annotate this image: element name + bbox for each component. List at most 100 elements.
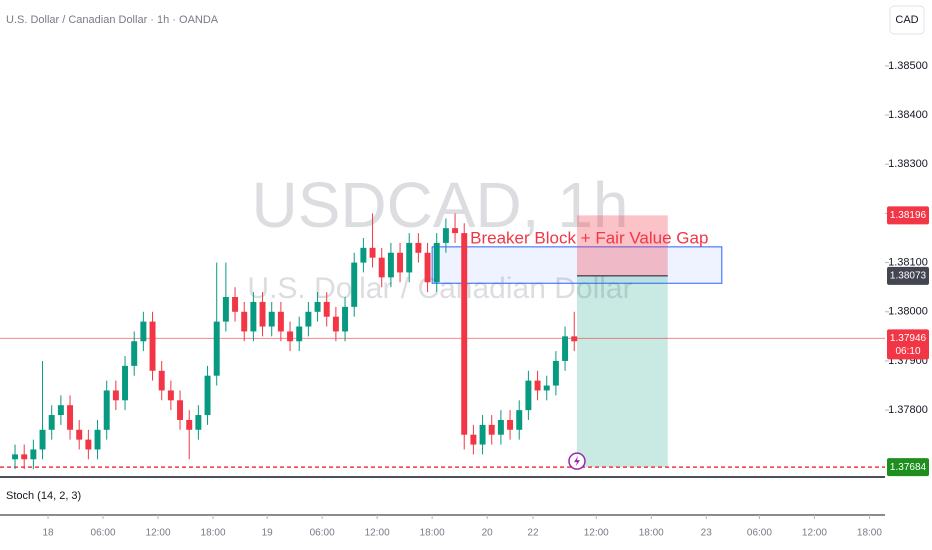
candle-body [342, 306, 349, 332]
y-tick-label: 1.38500 [888, 60, 928, 72]
x-tick-label: 12:00 [146, 528, 171, 539]
candle-body [415, 242, 422, 253]
symbol-header: U.S. Dollar / Canadian Dollar · 1h · OAN… [6, 14, 219, 26]
candle-body [112, 390, 119, 401]
candle-body [57, 405, 64, 416]
x-tick-label: 18:00 [420, 528, 445, 539]
candle-body [103, 390, 110, 430]
candle-body [12, 454, 19, 460]
candle-body [332, 316, 339, 332]
candle-body [442, 228, 449, 243]
candle-body [516, 410, 523, 430]
x-tick-label: 18 [42, 528, 54, 539]
y-tick-label: 1.37800 [888, 404, 928, 416]
y-tick-label: 1.38300 [888, 158, 928, 170]
candle-body [470, 434, 477, 445]
candle-body [562, 336, 569, 361]
alert-icon-bolt [573, 456, 580, 467]
candle-body [222, 297, 229, 322]
y-tick-label: 1.38000 [888, 306, 928, 318]
watermark-subtitle: U.S. Dollar / Canadian Dollar [247, 272, 632, 305]
candle-body [351, 262, 358, 307]
candle-body [397, 252, 404, 273]
candle-body [488, 424, 495, 435]
x-tick-label: 23 [701, 528, 713, 539]
price-label-bg [887, 458, 929, 477]
candle-body [167, 390, 174, 401]
x-tick-label: 12:00 [802, 528, 827, 539]
candle-body [406, 242, 413, 273]
candle-body [39, 429, 46, 450]
candle-body [571, 336, 578, 342]
price-label-bg [887, 266, 929, 285]
candle-body [277, 311, 284, 332]
candle-body [296, 326, 303, 342]
x-tick-label: 12:00 [365, 528, 390, 539]
candle-body [479, 424, 486, 445]
target-zone [576, 275, 668, 468]
price-label: 1.37684 [890, 462, 927, 473]
x-tick-label: 20 [482, 528, 494, 539]
candle-body [149, 321, 156, 371]
candle-body [48, 415, 55, 430]
candle-body [232, 297, 239, 312]
candle-body [186, 419, 193, 430]
candle-body [378, 257, 385, 278]
candle-body [314, 301, 321, 312]
candle-body [21, 454, 28, 460]
candle-body [76, 429, 83, 440]
price-label: 1.38073 [890, 271, 927, 282]
x-tick-label: 22 [527, 528, 539, 539]
y-tick-label: 1.38100 [888, 257, 928, 269]
zone [431, 246, 723, 284]
candle-body [387, 252, 394, 278]
candle-body [452, 228, 459, 234]
stop-zone [576, 215, 668, 276]
annotation: Breaker Block + Fair Value Gap [470, 228, 708, 247]
candle-body [85, 439, 92, 450]
countdown: 06:10 [895, 346, 920, 357]
candle-body [369, 247, 376, 258]
x-tick-label: 18:00 [857, 528, 882, 539]
candle-body [433, 242, 440, 283]
candle-body [534, 380, 541, 391]
candle-body [287, 331, 294, 342]
candle-body [195, 415, 202, 430]
candle-body [424, 252, 431, 283]
candle-body [67, 405, 74, 430]
candle-body [131, 341, 138, 366]
currency-label[interactable]: CAD [895, 14, 918, 26]
candle-body [323, 301, 330, 317]
y-tick-label: 1.38400 [888, 109, 928, 121]
candle-body [30, 449, 37, 460]
indicator-label: Stoch (14, 2, 3) [6, 490, 81, 502]
price-label: 1.38196 [890, 210, 927, 221]
price-label-bg [887, 206, 929, 225]
currency-button[interactable] [889, 5, 925, 35]
candle-body [259, 301, 266, 327]
price-label-bg [887, 329, 929, 360]
candle-body [122, 365, 129, 401]
candle-body [525, 380, 532, 411]
candle-body [360, 247, 367, 263]
candle-body [552, 360, 559, 386]
candle-body [140, 321, 147, 342]
candle-body [543, 385, 550, 391]
candle-body [305, 311, 312, 327]
candle-body [213, 321, 220, 376]
x-tick-label: 18:00 [201, 528, 226, 539]
candle-body [158, 370, 165, 391]
candle-body [250, 301, 257, 332]
candle-body [507, 419, 514, 430]
x-tick-label: 06:00 [747, 528, 772, 539]
x-tick-label: 19 [262, 528, 274, 539]
price-label: 1.37946 [890, 333, 927, 344]
candle-body [268, 311, 275, 327]
x-tick-label: 18:00 [639, 528, 664, 539]
candle-body [241, 311, 248, 332]
x-tick-label: 06:00 [310, 528, 335, 539]
candle-body [461, 233, 468, 435]
watermark: USDCAD, 1h [252, 169, 629, 241]
candle-body [204, 375, 211, 416]
